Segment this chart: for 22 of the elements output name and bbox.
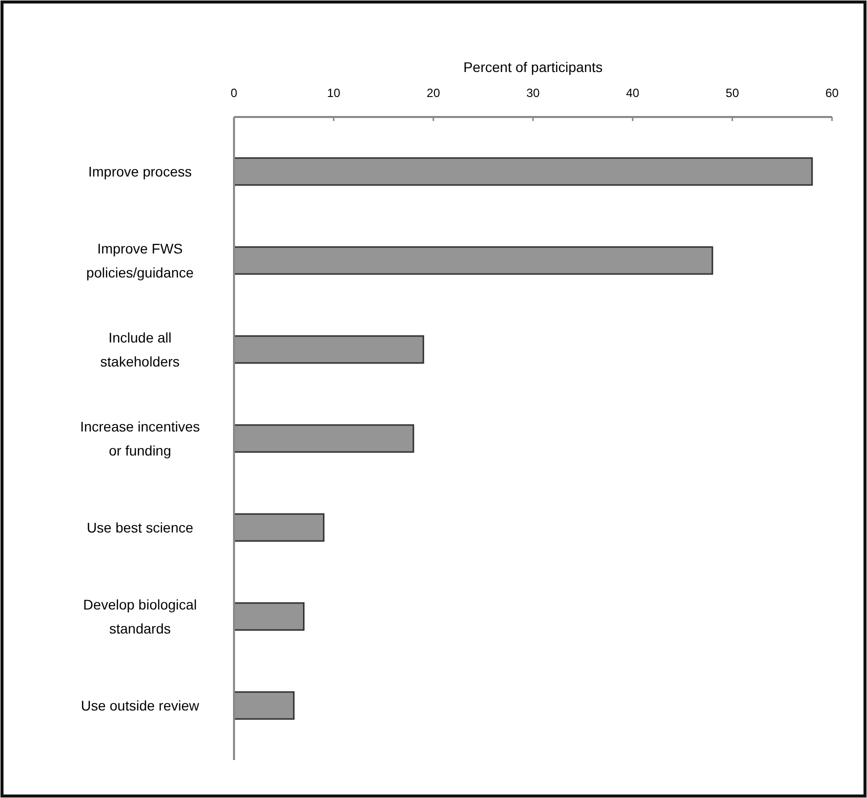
- x-tick-label: 20: [426, 86, 440, 100]
- y-tick-label: Use best science: [86, 520, 194, 536]
- bar: [233, 513, 324, 542]
- y-tick-label: Improve FWS policies/guidance: [86, 240, 194, 280]
- bar: [233, 157, 813, 186]
- x-tick-label: 50: [726, 86, 740, 100]
- y-tick-label: Include all stakeholders: [100, 330, 180, 370]
- bar: [233, 602, 305, 631]
- bar: [233, 246, 714, 275]
- x-tick-label: 60: [825, 86, 839, 100]
- bar: [233, 691, 295, 720]
- bar: [233, 424, 414, 453]
- x-tick-label: 30: [526, 86, 540, 100]
- x-tick-label: 0: [230, 86, 238, 100]
- y-tick-label: Develop biological standards: [83, 596, 197, 636]
- y-tick-label: Use outside review: [80, 698, 200, 714]
- x-tick-label: 10: [326, 86, 341, 100]
- x-tick-label: 40: [626, 86, 640, 100]
- y-tick-label: Increase incentives or funding: [80, 418, 200, 458]
- bar: [233, 335, 424, 364]
- y-tick-label: Improve process: [88, 164, 192, 180]
- x-axis-title: Percent of participants: [463, 59, 603, 75]
